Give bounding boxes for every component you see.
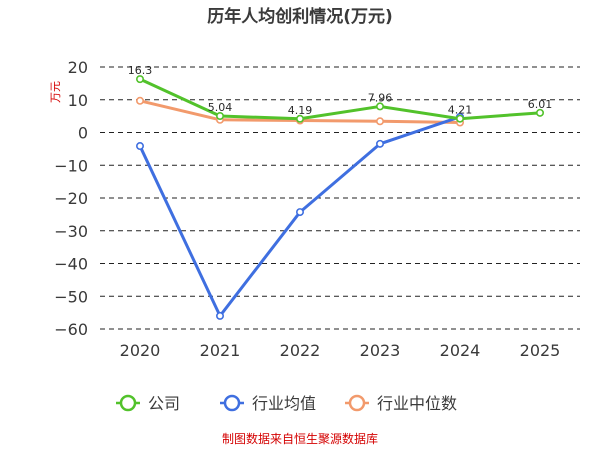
data-point <box>136 142 145 151</box>
data-point <box>535 108 544 117</box>
y-tick-label: 0 <box>78 124 88 143</box>
data-point <box>295 114 304 123</box>
legend-label: 公司 <box>148 394 180 413</box>
x-tick-label: 2024 <box>440 341 481 360</box>
chart-title: 历年人均创利情况(万元) <box>207 6 393 27</box>
legend-swatch-marker <box>348 394 366 412</box>
x-tick-label: 2025 <box>520 341 561 360</box>
y-tick-label: −10 <box>54 156 88 175</box>
y-tick-label: 20 <box>68 58 88 77</box>
data-labels: 16.3 5.04 4.19 7.96 4.21 6.01 <box>128 64 553 117</box>
data-point <box>216 311 225 320</box>
data-label: 16.3 <box>128 64 153 77</box>
legend-swatch-marker <box>119 394 137 412</box>
y-tick-label: −50 <box>54 287 88 306</box>
legend-label: 行业均值 <box>252 394 316 413</box>
legend-swatch-marker <box>223 394 241 412</box>
series-line <box>138 115 462 318</box>
y-tick-label: 10 <box>68 91 88 110</box>
y-tick-label: −40 <box>54 255 88 274</box>
y-tick-label: −60 <box>54 320 88 339</box>
data-point <box>136 75 145 84</box>
data-label: 5.04 <box>208 101 233 114</box>
series-line <box>138 77 542 121</box>
y-axis-ticks: 20 10 0 −10 −20 −30 −40 −50 −60 <box>54 58 88 339</box>
x-tick-label: 2023 <box>360 341 401 360</box>
data-point <box>295 208 304 217</box>
grid-lines <box>100 66 580 330</box>
data-point <box>216 111 225 120</box>
data-point <box>375 139 384 148</box>
legend: 公司 行业均值 行业中位数 <box>116 394 457 413</box>
data-label: 4.21 <box>448 104 473 117</box>
data-point <box>375 117 384 126</box>
data-point <box>455 114 464 123</box>
y-tick-label: −20 <box>54 189 88 208</box>
x-tick-label: 2020 <box>120 341 161 360</box>
series-layer <box>136 75 544 320</box>
data-point <box>136 96 145 105</box>
data-label: 7.96 <box>368 91 393 104</box>
data-label: 6.01 <box>528 98 553 111</box>
source-note: 制图数据来自恒生聚源数据库 <box>222 431 378 446</box>
x-tick-label: 2021 <box>200 341 241 360</box>
x-axis-ticks: 2020 2021 2022 2023 2024 2025 <box>120 341 561 360</box>
legend-label: 行业中位数 <box>377 394 457 413</box>
y-unit-label: 万元 <box>49 81 62 103</box>
data-point <box>375 102 384 111</box>
y-tick-label: −30 <box>54 222 88 241</box>
data-label: 4.19 <box>288 104 313 117</box>
x-tick-label: 2022 <box>280 341 321 360</box>
